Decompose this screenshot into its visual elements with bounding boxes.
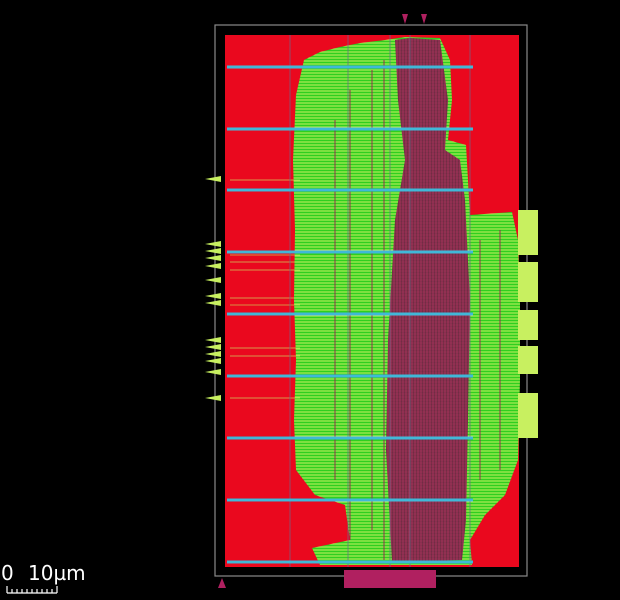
io-pins-top: [402, 14, 427, 24]
vertical-stripes: [289, 35, 471, 567]
io-pins-right: [518, 210, 538, 438]
scale-bar-zero-label: 0: [1, 561, 14, 585]
power-rails: [227, 65, 473, 564]
io-pins-left: [205, 176, 221, 401]
io-pins-bottom: [218, 570, 436, 588]
scale-bar: [6, 586, 58, 594]
standard-cells: [230, 37, 520, 565]
scale-bar-ten-label: 10µm: [28, 561, 86, 585]
